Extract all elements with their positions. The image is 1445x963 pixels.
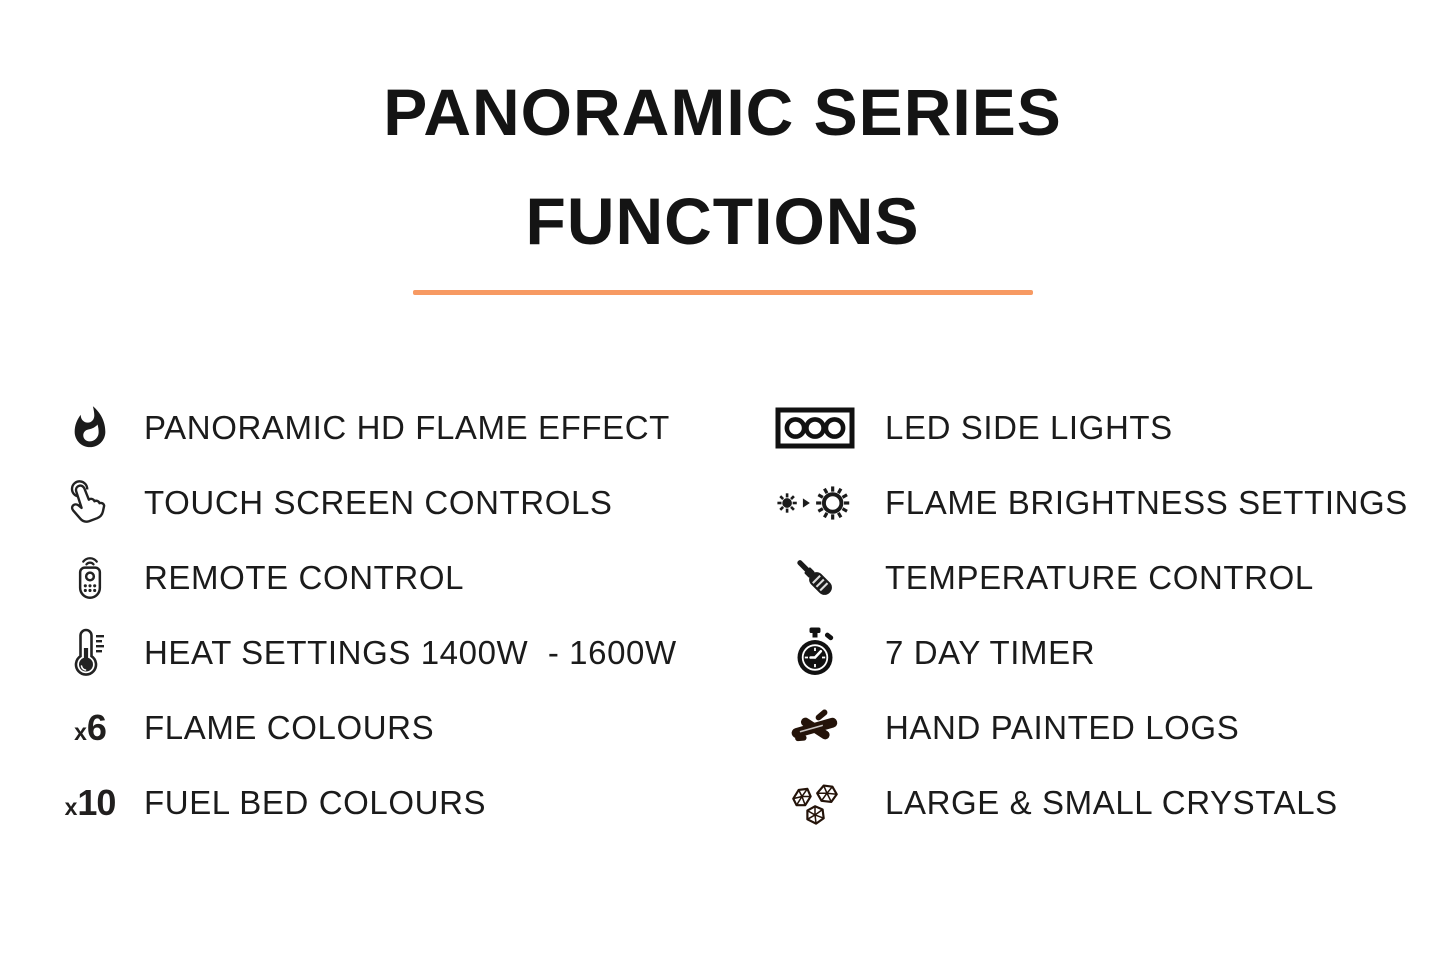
thermometer-icon [40,626,140,680]
stopwatch-icon [765,626,865,680]
feature-column-right: LED SIDE LIGHTS [765,390,1408,840]
feature-label: 7 DAY TIMER [885,633,1096,671]
title-underline [412,290,1033,295]
flame-brightness-icon [765,483,865,523]
feature-row: TEMPERATURE CONTROL [765,540,1408,615]
feature-label: FUEL BED COLOURS [144,783,487,821]
feature-row: PANORAMIC HD FLAME EFFECT [40,390,677,465]
screwdriver-icon [765,552,865,604]
flame-icon [40,403,140,453]
feature-label: TOUCH SCREEN CONTROLS [144,483,613,521]
page-title-line-1: PANORAMIC SERIES [383,75,1062,149]
feature-label: HAND PAINTED LOGS [885,708,1240,746]
led-side-lights-icon [765,407,865,449]
remote-icon [40,550,140,606]
badge-value: 10 [77,781,116,823]
feature-label: FLAME COLOURS [144,708,435,746]
feature-column-left: PANORAMIC HD FLAME EFFECT TOUCH SCREEN C… [40,390,677,840]
badge-prefix: x [74,718,87,745]
crystals-icon [765,780,865,826]
badge-prefix: x [64,793,78,820]
feature-label: PANORAMIC HD FLAME EFFECT [144,408,670,446]
x10-badge: x 10 [40,782,140,824]
feature-label: TEMPERATURE CONTROL [885,558,1314,596]
badge-value: 6 [86,706,107,748]
feature-row: LARGE & SMALL CRYSTALS [765,765,1408,840]
feature-row: 7 DAY TIMER [765,615,1408,690]
feature-row: HAND PAINTED LOGS [765,690,1408,765]
page-title-line-2: FUNCTIONS [525,184,920,258]
feature-row: TOUCH SCREEN CONTROLS [40,465,677,540]
feature-label: LARGE & SMALL CRYSTALS [885,783,1338,821]
feature-label: FLAME BRIGHTNESS SETTINGS [885,483,1408,521]
feature-row: REMOTE CONTROL [40,540,677,615]
feature-label: REMOTE CONTROL [144,558,465,596]
touch-icon [40,479,140,527]
feature-label: HEAT SETTINGS 1400W - 1600W [144,633,677,671]
logs-icon [765,705,865,751]
feature-row: LED SIDE LIGHTS [765,390,1408,465]
feature-row: x 10 FUEL BED COLOURS [40,765,677,840]
feature-row: HEAT SETTINGS 1400W - 1600W [40,615,677,690]
feature-row: FLAME BRIGHTNESS SETTINGS [765,465,1408,540]
feature-label: LED SIDE LIGHTS [885,408,1173,446]
header: PANORAMIC SERIES FUNCTIONS [0,58,1445,295]
